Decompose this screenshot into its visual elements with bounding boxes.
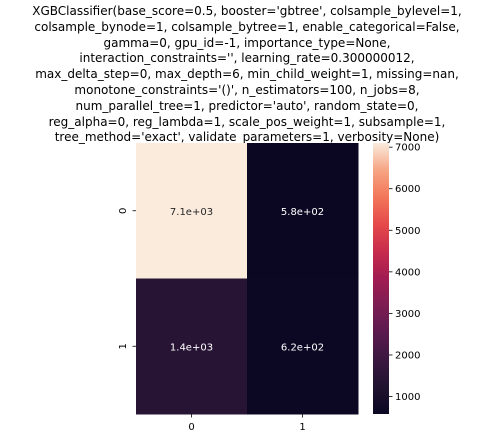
chart-title-line: gamma=0, gpu_id=-1, importance_type=None…: [103, 35, 391, 50]
heatmap-cell: [136, 278, 248, 415]
y-tick-label: 0: [118, 208, 129, 214]
cell-annotation: 5.8e+02: [281, 207, 324, 218]
colorbar-gradient: [373, 143, 389, 414]
cell-annotation: 7.1e+03: [170, 207, 213, 218]
chart-title-line: XGBClassifier(base_score=0.5, booster='g…: [32, 4, 462, 18]
colorbar-tick-label: 6000: [395, 184, 420, 195]
colorbar-tick-label: 4000: [395, 267, 420, 278]
chart-title-line: reg_alpha=0, reg_lambda=1, scale_pos_wei…: [48, 114, 446, 129]
x-tick-label: 1: [299, 422, 305, 433]
colorbar-tick-label: 2000: [395, 350, 420, 361]
chart-title-line: tree_method='exact', validate_parameters…: [54, 130, 440, 145]
colorbar-tick-label: 7000: [395, 143, 420, 154]
x-tick-label: 0: [188, 422, 194, 433]
cell-annotation: 1.4e+03: [170, 342, 213, 353]
colorbar-tick-label: 3000: [395, 309, 420, 320]
chart-title-line: monotone_constraints='()', n_estimators=…: [74, 82, 420, 97]
chart-title-line: num_parallel_tree=1, predictor='auto', r…: [75, 98, 419, 113]
chart-title-line: colsample_bynode=1, colsample_bytree=1, …: [34, 19, 460, 34]
cell-annotation: 6.2e+02: [281, 342, 324, 353]
chart-title: XGBClassifier(base_score=0.5, booster='g…: [0, 4, 494, 146]
y-tick-label: 1: [118, 343, 129, 349]
heatmap-cell: [247, 278, 359, 415]
colorbar-tick-label: 5000: [395, 226, 420, 237]
chart-title-line: max_delta_step=0, max_depth=6, min_child…: [35, 67, 459, 82]
heatmap-cell: [136, 143, 248, 279]
heatmap-cell: [247, 143, 359, 279]
chart-title-line: interaction_constraints='', learning_rat…: [79, 51, 415, 66]
colorbar-tick-label: 1000: [395, 392, 420, 403]
